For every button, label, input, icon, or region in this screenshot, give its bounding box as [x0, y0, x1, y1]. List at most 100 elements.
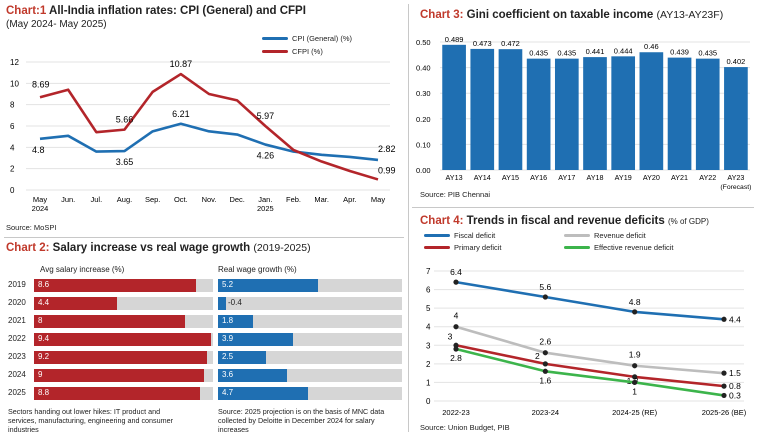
chart1-x-tick: Mar. — [314, 195, 329, 204]
chart4-x-tick: 2023-24 — [532, 408, 560, 417]
salary-bar — [34, 351, 208, 364]
chart1-title-text: All-India inflation rates: CPI (General)… — [49, 5, 306, 17]
chart3-bar-label: 0.402 — [727, 57, 746, 66]
chart1-subtitle: (May 2024- May 2025) — [6, 19, 107, 30]
chart4-x-tick: 2025-26 (BE) — [702, 408, 747, 417]
revenue-deficit-point — [542, 350, 548, 356]
chart1-data-label: 4.8 — [32, 145, 45, 155]
chart2-row: 2020 4.4 -0.4 — [4, 297, 404, 310]
wage-bar-track: -0.4 — [218, 297, 402, 310]
left-horizontal-divider — [4, 237, 404, 238]
chart1-data-label: 6.21 — [172, 109, 190, 119]
chart1-y-tick: 6 — [10, 122, 15, 131]
chart3-bar-label: 0.489 — [445, 35, 464, 44]
chart3-y-tick: 0.30 — [416, 89, 431, 98]
chart3-y-tick: 0.00 — [416, 166, 431, 175]
fiscal-legend-label: Fiscal deficit — [454, 231, 496, 240]
chart2-row: 2019 8.6 5.2 — [4, 279, 404, 292]
chart3-bar — [667, 57, 692, 171]
wage-bar-value: 3.6 — [222, 370, 234, 379]
chart4-y-tick: 4 — [426, 323, 431, 332]
wage-bar — [218, 333, 293, 346]
effective-deficit-label: 2.8 — [450, 353, 462, 363]
chart3-x-tick: AY20 — [643, 173, 660, 182]
primary-deficit-point — [632, 374, 638, 380]
chart2-row: 2021 8 1.8 — [4, 315, 404, 328]
chart3-number: Chart 3: — [420, 9, 464, 21]
right-horizontal-divider — [412, 207, 754, 208]
chart2-year-label: 2021 — [8, 316, 26, 325]
salary-bar — [34, 387, 200, 400]
salary-bar-track: 9 — [34, 369, 213, 382]
effective-deficit-point — [453, 346, 459, 352]
chart3-x-tick: AY14 — [474, 173, 491, 182]
salary-bar-track: 8 — [34, 315, 213, 328]
chart2-year-label: 2019 — [8, 280, 26, 289]
cpi-legend-label: CPI (General) (%) — [292, 34, 353, 43]
chart3-bar-label: 0.435 — [557, 49, 576, 58]
fiscal-deficit-label: 5.6 — [539, 282, 551, 292]
cfpi-legend-label: CFPI (%) — [292, 47, 323, 56]
fiscal-deficit-point — [453, 279, 459, 285]
chart1-number: Chart:1 — [6, 5, 47, 17]
chart1-x-tick: May — [371, 195, 385, 204]
salary-bar-track: 9.2 — [34, 351, 213, 364]
chart2-row: 2022 9.4 3.9 — [4, 333, 404, 346]
salary-bar-value: 9.2 — [38, 352, 50, 361]
fiscal-deficit-label: 4.4 — [729, 314, 741, 324]
salary-bar — [34, 279, 197, 292]
fiscal-swatch — [424, 234, 450, 237]
effective-deficit-point — [632, 379, 638, 386]
primary-deficit-label: 3 — [448, 331, 453, 341]
vertical-divider — [408, 4, 409, 432]
chart3-bar-label: 0.435 — [529, 49, 548, 58]
chart4-legend-fiscal: Fiscal deficit — [424, 231, 495, 240]
chart1-data-label: 10.87 — [170, 59, 193, 69]
chart1-data-label: 4.26 — [257, 151, 275, 161]
chart2-col2-header: Real wage growth (%) — [218, 265, 297, 274]
chart1-y-tick: 8 — [10, 101, 15, 110]
wage-bar-value: 3.9 — [222, 334, 234, 343]
chart3-bar — [498, 49, 523, 170]
chart3-bar — [724, 67, 748, 170]
revenue-deficit-point — [721, 370, 727, 376]
chart1-source: Source: MoSPI — [6, 223, 57, 232]
chart2-note-left: Sectors handing out lower hikes: IT prod… — [8, 407, 174, 434]
chart4-legend-effective: Effective revenue deficit — [564, 243, 674, 252]
chart4-legend-primary: Primary deficit — [424, 243, 502, 252]
chart4-title: Chart 4: Trends in fiscal and revenue de… — [420, 214, 709, 229]
chart1-x-tick: 2025 — [257, 204, 274, 213]
chart2-title-text: Salary increase vs real wage growth — [52, 242, 251, 254]
chart3-source: Source: PIB Chennai — [420, 190, 491, 199]
chart3-title: Chart 3: Gini coefficient on taxable inc… — [420, 8, 723, 22]
chart3-panel: Chart 3: Gini coefficient on taxable inc… — [414, 4, 756, 204]
fiscal-deficit-point — [542, 294, 548, 300]
chart3-y-tick: 0.40 — [416, 64, 431, 73]
chart3-x-tick: AY21 — [671, 173, 688, 182]
chart4-source: Source: Union Budget, PIB — [420, 423, 510, 432]
chart2-note-right: Source: 2025 projection is on the basis … — [218, 407, 385, 434]
wage-bar-track: 1.8 — [218, 315, 402, 328]
cpi-line — [39, 122, 379, 162]
revenue-deficit-label: 1.9 — [629, 350, 641, 360]
chart4-number: Chart 4: — [420, 215, 464, 227]
primary-deficit-label: 2 — [535, 351, 540, 361]
chart3-title-text: Gini coefficient on taxable income — [466, 9, 654, 21]
salary-bar-track: 9.4 — [34, 333, 213, 346]
chart1-data-label: 8.69 — [32, 79, 50, 89]
chart3-x-tick: AY22 — [699, 173, 716, 182]
wage-bar-track: 3.6 — [218, 369, 402, 382]
chart1-x-tick: Nov. — [202, 195, 217, 204]
chart3-bar — [639, 52, 664, 170]
chart3-x-tick-note: (Forecast) — [720, 184, 751, 191]
effective-swatch — [564, 246, 590, 249]
salary-bar-track: 4.4 — [34, 297, 213, 310]
revenue-deficit-point — [453, 324, 459, 330]
primary-deficit-point — [542, 361, 548, 367]
primary-deficit-point — [721, 383, 727, 389]
chart3-x-tick: AY16 — [530, 173, 547, 182]
chart4-y-tick: 5 — [426, 304, 431, 313]
wage-bar-value: 4.7 — [222, 388, 234, 397]
